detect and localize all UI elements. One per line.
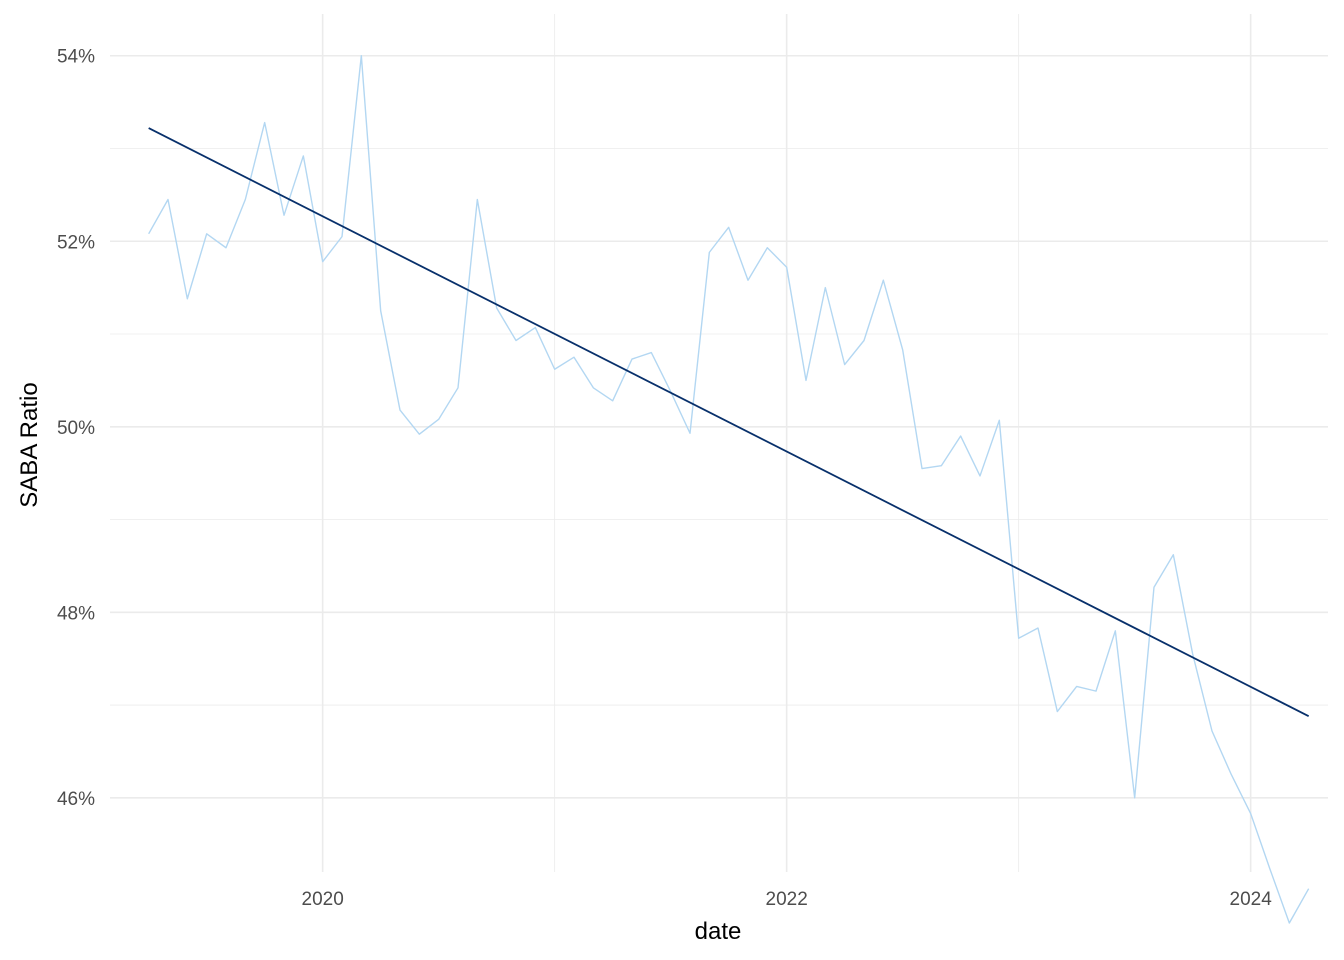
x-tick-label: 2022 <box>766 889 808 910</box>
y-tick-label: 54% <box>57 47 95 68</box>
x-axis-title: date <box>695 918 742 945</box>
y-axis-title: SABA Ratio <box>16 382 43 507</box>
x-tick-label: 2024 <box>1230 889 1273 910</box>
y-tick-label: 48% <box>57 603 95 624</box>
series-layer <box>148 55 1310 924</box>
grid-minor <box>110 14 1328 872</box>
grid-major <box>110 14 1328 872</box>
y-axis-ticks: 46% 48% 50% 52% 54% <box>57 47 95 810</box>
x-axis-ticks: 2020 2022 2024 <box>302 889 1273 910</box>
y-tick-label: 50% <box>57 418 95 439</box>
y-tick-label: 46% <box>57 789 95 810</box>
trend-line <box>148 127 1310 717</box>
y-tick-label: 52% <box>57 232 95 253</box>
x-tick-label: 2020 <box>302 889 344 910</box>
observed-line <box>148 55 1310 924</box>
